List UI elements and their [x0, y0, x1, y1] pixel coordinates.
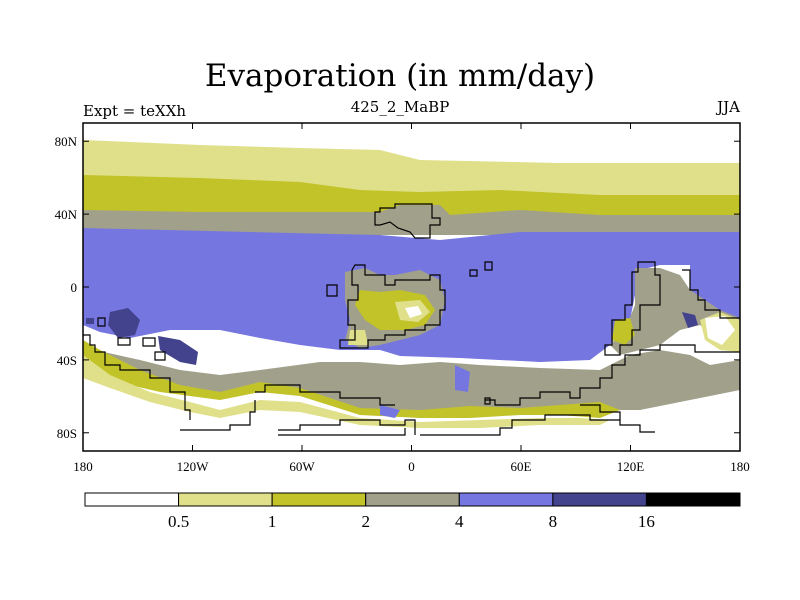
field-darkblue-3 [682, 312, 698, 328]
coast-antarctic-d [420, 414, 655, 436]
axis-ticks: 180 120W 60W 0 60E 120E 180 80N 40N 0 40S 80S [55, 123, 750, 474]
field-olive-north [83, 175, 740, 215]
y-tick-label: 40N [55, 207, 78, 222]
x-tick-label: 0 [408, 459, 415, 474]
colorbar-bin [178, 492, 273, 507]
field-gray-south [95, 350, 740, 412]
coast-tropical-continent [339, 264, 446, 349]
field-olive-east [612, 318, 635, 345]
colorbar-bin [458, 492, 554, 507]
colorbar: 0.5 1 2 4 8 16 [84, 492, 741, 531]
x-tick-label: 120W [177, 459, 210, 474]
map-field [83, 123, 740, 451]
coast-antarctic-b [278, 419, 416, 435]
coast-antarctic-e [580, 404, 621, 420]
coast-east-coast [682, 269, 740, 319]
field-gray-east [610, 268, 740, 355]
coast-island-a [326, 284, 338, 297]
x-tick-label: 180 [73, 459, 93, 474]
field-darkblue-4 [86, 318, 94, 324]
y-tick-label: 0 [71, 280, 78, 295]
y-tick-label: 80N [55, 134, 78, 149]
field-darkblue-1 [108, 308, 140, 338]
coastlines [83, 203, 740, 436]
colorbar-label: 1 [268, 512, 277, 531]
colorbar-bin [552, 492, 647, 507]
season-label: JJA [717, 98, 740, 116]
x-tick-label: 180 [730, 459, 750, 474]
colorbar-bin [84, 492, 180, 507]
colorbar-bin [365, 492, 460, 507]
coast-north-block [374, 203, 441, 239]
colorbar-bin [271, 492, 367, 507]
coast-south-pacific [83, 334, 191, 420]
colorbar-label: 16 [638, 512, 655, 531]
chart-title: Evaporation (in mm/day) [204, 58, 596, 94]
colorbar-label: 0.5 [168, 512, 189, 531]
coast-south-indian [485, 344, 740, 406]
coast-antarctic-a [180, 400, 256, 431]
colorbar-label: 8 [549, 512, 558, 531]
colorbar-label: 4 [455, 512, 464, 531]
colorbar-label: 2 [361, 512, 370, 531]
coast-south-atlantic [255, 384, 395, 406]
period-label: 425_2_MaBP [350, 98, 450, 116]
y-tick-label: 80S [57, 426, 77, 441]
coast-island-c [469, 269, 478, 277]
field-olive-south [83, 340, 620, 418]
field-white-continent [405, 306, 422, 318]
coast-west-islands [97, 317, 166, 361]
field-gray-north [83, 205, 740, 235]
coast-island-b [484, 261, 493, 271]
x-tick-label: 120E [617, 459, 645, 474]
coast-island-small [484, 397, 491, 405]
y-tick-label: 40S [57, 353, 77, 368]
field-white-east [705, 316, 735, 345]
coast-antarctic-c [278, 428, 406, 436]
coast-east-continent [604, 261, 661, 356]
field-blue-lobe [380, 365, 470, 418]
field-darkblue-2 [158, 336, 198, 365]
x-tick-label: 60W [289, 459, 315, 474]
colorbar-bin [645, 492, 741, 507]
field-pale-south [83, 355, 610, 428]
experiment-label: Expt = teXXh [83, 102, 187, 120]
x-tick-label: 60E [511, 459, 532, 474]
